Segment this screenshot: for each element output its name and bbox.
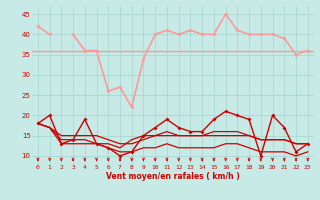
X-axis label: Vent moyen/en rafales ( km/h ): Vent moyen/en rafales ( km/h ) <box>106 172 240 181</box>
